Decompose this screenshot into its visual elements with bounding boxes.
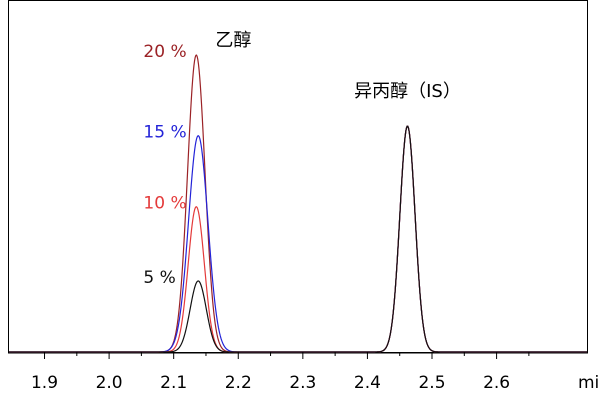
- x-ticks: 1.9 2.0 2.1 2.2 2.3 2.4 2.5 2.6: [31, 352, 530, 393]
- x-unit-label: min: [578, 373, 599, 392]
- plot-frame: [8, 0, 588, 353]
- x-tick-label: 2.6: [483, 373, 510, 392]
- series-label: 5 %: [143, 268, 175, 288]
- series-label: 10 %: [143, 194, 186, 214]
- x-tick-label: 2.4: [354, 373, 381, 392]
- peak-label: 异丙醇（IS）: [354, 81, 461, 102]
- series-label: 15 %: [143, 123, 186, 143]
- x-tick-label: 2.1: [160, 373, 187, 392]
- series-line-4: [9, 125, 587, 353]
- x-tick-label: 2.3: [289, 373, 316, 392]
- x-tick-label: 2.2: [225, 373, 252, 392]
- x-tick-label: 2.0: [96, 373, 123, 392]
- series-layer: [9, 54, 587, 353]
- series-label: 20 %: [143, 42, 186, 62]
- x-tick-label: 2.5: [418, 373, 445, 392]
- x-tick-label: 1.9: [31, 373, 58, 392]
- peak-label: 乙醇: [215, 30, 251, 51]
